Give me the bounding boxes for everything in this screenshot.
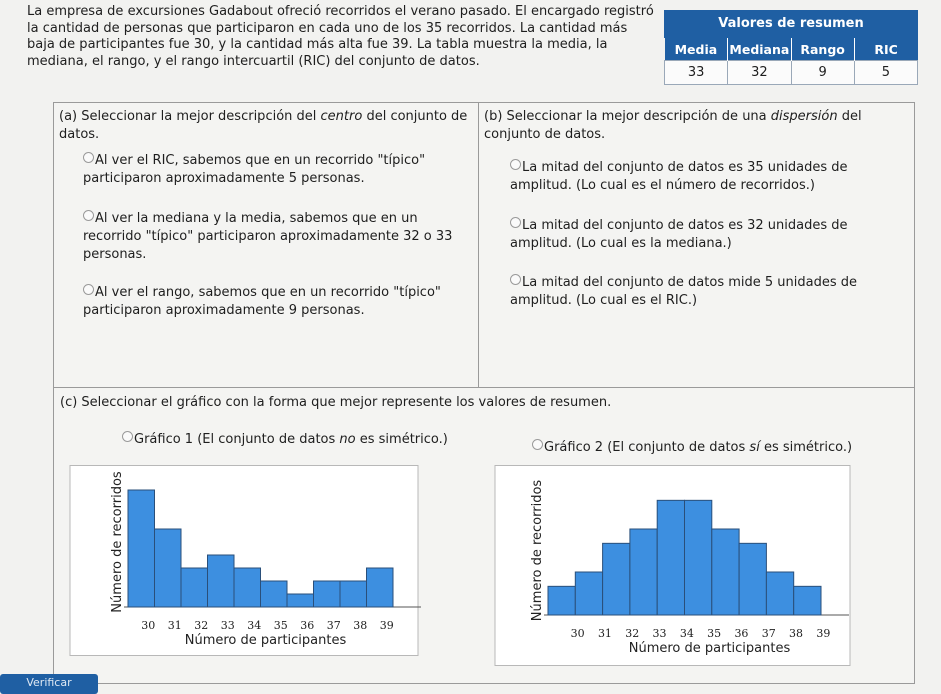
chart-1-bar-31 [154,528,182,608]
part-a-option-1[interactable]: Al ver el RIC, sabemos que en un recorri… [83,152,426,186]
chart-1-bar-35 [260,580,288,608]
chart-2-bar-33 [629,528,658,616]
chart-2-bar-38 [765,571,795,616]
chart-1-bar-32 [180,567,208,608]
chart-2-xlabel: Número de participantes [629,641,791,656]
part-c: (c) Seleccionar el gráfico con la forma … [54,387,914,684]
chart-1-bar-38 [339,580,367,608]
chart-2-tick-38: 38 [789,627,803,640]
chart-1-tick-33: 33 [221,619,235,632]
radio-button[interactable] [510,159,521,170]
part-c-title: (c) Seleccionar el gráfico con la forma … [60,395,612,410]
radio-button[interactable] [532,439,543,450]
radio-button[interactable] [83,152,94,163]
chart-1-xlabel: Número de participantes [185,633,347,648]
part-b: (b) Seleccionar la mejor descripción de … [479,103,914,387]
chart-2-tick-34: 34 [680,627,694,640]
chart-1-tick-36: 36 [300,619,314,632]
part-a-option-2[interactable]: Al ver la mediana y la media, sabemos qu… [83,210,453,262]
chart-2-tick-30: 30 [571,627,585,640]
chart-2-tick-32: 32 [625,627,639,640]
chart-2-ylabel: Número de recorridos [530,480,545,622]
part-b-title: (b) Seleccionar la mejor descripción de … [484,109,862,142]
chart-1-bar-39 [366,567,394,608]
chart-2-bar-36 [711,528,740,616]
chart-1-tick-38: 38 [353,619,367,632]
radio-button[interactable] [510,274,521,285]
chart-1-tick-34: 34 [247,619,261,632]
header-mediana: Mediana [727,38,791,61]
chart-1-ylabel: Número de recorridos [110,471,125,613]
part-a-option-3[interactable]: Al ver el rango, sabemos que en un recor… [83,284,441,318]
chart-1-tick-31: 31 [168,619,182,632]
chart-1-bar-33 [207,554,235,608]
part-b-option-1[interactable]: La mitad del conjunto de datos es 35 uni… [510,159,848,193]
chart-1-bar-30 [127,489,155,608]
chart-1-bar-34 [233,567,261,608]
radio-button[interactable] [510,217,521,228]
question-panel: (a) Seleccionar la mejor descripción del… [53,102,915,684]
chart-1-tick-32: 32 [194,619,208,632]
value-rango: 9 [790,60,855,85]
chart-2-bar-37 [738,542,767,616]
header-ric: RIC [853,38,918,61]
chart-1-tick-30: 30 [141,619,155,632]
graph-1-option[interactable]: Gráfico 1 (El conjunto de datos no es si… [122,431,448,449]
chart-2-bar-39 [793,585,822,616]
chart-1-tick-35: 35 [274,619,288,632]
chart-1-bar-36 [286,593,314,608]
header-rango: Rango [790,38,855,61]
radio-button[interactable] [83,210,94,221]
value-media: 33 [663,60,729,85]
radio-button[interactable] [83,284,94,295]
chart-2-bar-31 [574,571,604,616]
part-b-option-2[interactable]: La mitad del conjunto de datos es 32 uni… [510,217,848,251]
chart-1-tick-39: 39 [380,619,394,632]
graph-2-chart[interactable]: 30 31 32 33 34 35 36 37 38 39 Número de participan… [479,465,854,675]
chart-2-bar-35 [684,499,713,616]
part-b-option-3[interactable]: La mitad del conjunto de datos mide 5 un… [510,274,858,308]
chart-1-bar-37 [313,580,341,608]
header-media: Media [664,38,728,61]
chart-2-tick-31: 31 [598,627,612,640]
chart-2-tick-33: 33 [653,627,667,640]
chart-2-tick-39: 39 [816,627,830,640]
part-a: (a) Seleccionar la mejor descripción del… [54,103,479,387]
chart-2-tick-36: 36 [734,627,748,640]
graph-2-option[interactable]: Gráfico 2 (El conjunto de datos sí es si… [532,439,852,457]
value-mediana: 32 [727,60,792,85]
chart-1-tick-37: 37 [327,619,341,632]
chart-2-tick-35: 35 [707,627,721,640]
radio-button[interactable] [122,431,133,442]
summary-table: Valores de resumen Media Mediana Rango R… [663,10,919,85]
problem-intro: La empresa de excursiones Gadabout ofrec… [27,4,654,69]
part-a-title: (a) Seleccionar la mejor descripción del… [59,109,468,142]
chart-2-bar-34 [656,499,685,616]
value-ric: 5 [853,60,919,85]
summary-title: Valores de resumen [664,10,918,38]
verify-button[interactable]: Verificar [0,674,98,694]
chart-2-tick-37: 37 [762,627,776,640]
chart-2-bar-32 [602,542,631,616]
graph-1-chart[interactable]: 30 31 32 33 34 35 36 37 38 39 Número de participan… [61,465,421,675]
chart-2-bar-30 [547,585,576,616]
